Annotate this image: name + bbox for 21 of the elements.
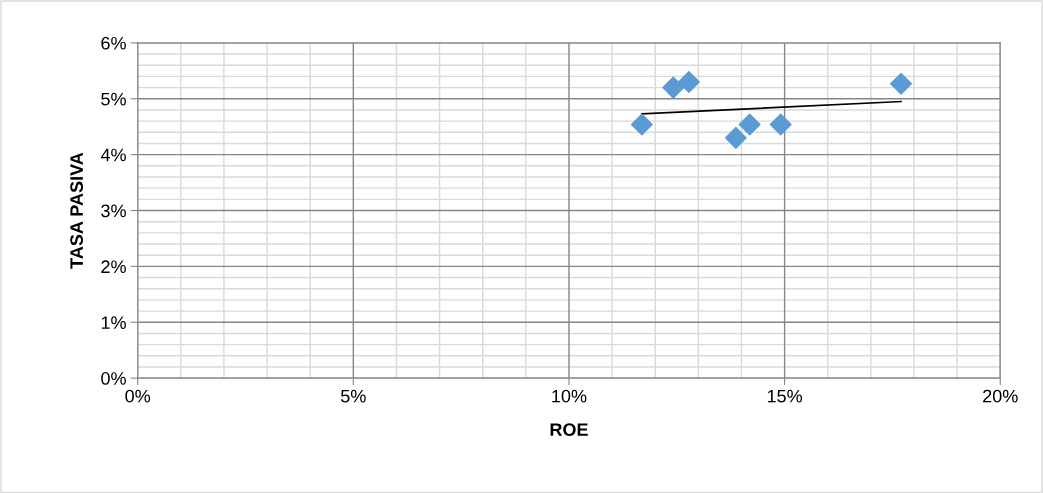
x-axis-title: ROE xyxy=(550,423,588,436)
point xyxy=(662,76,685,99)
point xyxy=(677,71,700,93)
x-tick-label: 10% xyxy=(552,389,587,403)
x-tick-label: 0% xyxy=(125,389,151,403)
y-axis-title: TASA PASIVA xyxy=(70,152,84,269)
point xyxy=(724,126,747,149)
point xyxy=(890,72,913,95)
point xyxy=(738,113,761,136)
x-tick-label: 20% xyxy=(983,389,1018,403)
y-tick-label: 4% xyxy=(100,148,126,162)
y-tick-label: 3% xyxy=(101,204,126,218)
y-tick-label: 5% xyxy=(101,92,126,106)
x-tick-label: 15% xyxy=(767,389,803,403)
x-tick-label: 5% xyxy=(340,389,366,403)
y-tick-label: 1% xyxy=(101,316,126,329)
y-tick-label: 2% xyxy=(101,260,126,274)
point xyxy=(630,113,653,136)
y-tick-label: 0% xyxy=(101,372,126,385)
point xyxy=(769,113,792,136)
y-tick-label: 6% xyxy=(101,36,126,50)
